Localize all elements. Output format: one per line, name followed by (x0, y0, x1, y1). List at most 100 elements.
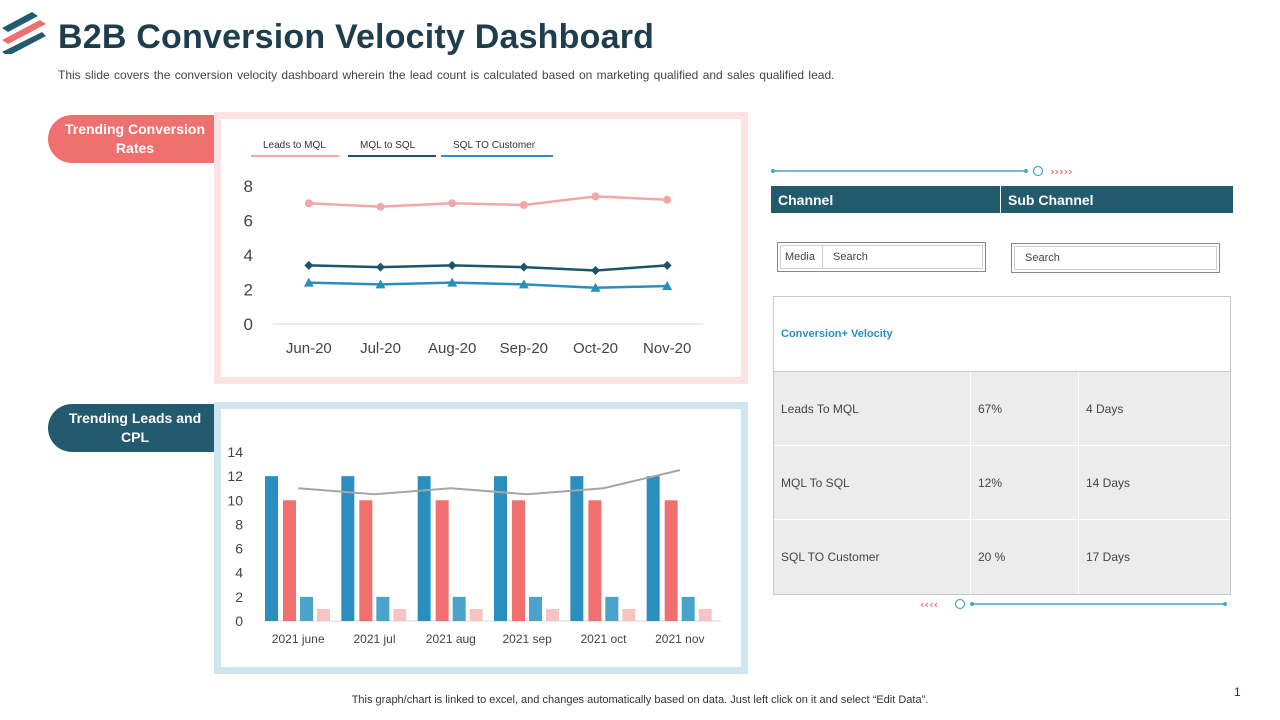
channel-search-input[interactable]: Search (833, 251, 868, 263)
trend-line (298, 469, 681, 496)
legend-label: MQL to SQL (360, 140, 416, 151)
bar (283, 500, 296, 621)
x-tick-label: 2021 nov (655, 632, 704, 646)
x-tick-label: 2021 sep (502, 632, 552, 646)
velocity-table-title: Conversion+ Velocity (774, 297, 1230, 372)
data-point (518, 279, 529, 289)
channel-filter-label: Media (781, 246, 823, 268)
bar (435, 500, 449, 621)
y-tick-label: 2 (244, 281, 253, 300)
bar (359, 500, 373, 621)
percent-cell: 20 % (971, 520, 1079, 594)
bar (417, 476, 431, 621)
x-tick-label: Jun-20 (286, 340, 332, 357)
bar (570, 476, 584, 621)
y-tick-label: 8 (235, 516, 243, 532)
bar (376, 596, 390, 621)
data-point (662, 281, 673, 291)
channel-filter[interactable]: Media Search (777, 242, 986, 272)
y-tick-label: 0 (244, 315, 253, 334)
x-tick-label: Jul-20 (360, 340, 401, 357)
stage-cell: Leads To MQL (774, 372, 971, 445)
bar (265, 476, 278, 621)
data-point (375, 279, 386, 289)
y-tick-label: 6 (235, 541, 243, 557)
data-point (591, 192, 600, 201)
y-tick-label: 6 (244, 212, 253, 231)
data-point (662, 260, 672, 270)
x-tick-label: 2021 jul (353, 632, 395, 646)
data-point (304, 260, 314, 270)
y-tick-label: 12 (227, 468, 243, 484)
footer-note: This graph/chart is linked to excel, and… (0, 694, 1280, 706)
data-point (303, 277, 314, 287)
x-tick-label: 2021 oct (580, 632, 627, 646)
conversion-velocity-table: Conversion+ Velocity Leads To MQL 67% 4 … (773, 296, 1231, 595)
bar (512, 500, 525, 621)
bar (393, 608, 407, 621)
y-tick-label: 4 (235, 565, 243, 581)
svg-text:‹‹‹‹: ‹‹‹‹ (920, 598, 938, 611)
legend-label: Leads to MQL (263, 140, 326, 151)
channel-column-header: Channel (771, 186, 1001, 213)
data-point (448, 199, 457, 208)
data-point (376, 202, 385, 211)
bar (317, 608, 330, 621)
sub-channel-column-header: Sub Channel (1008, 191, 1094, 208)
bar (452, 596, 466, 621)
y-tick-label: 14 (227, 444, 243, 460)
percent-cell: 12% (971, 446, 1079, 519)
x-tick-label: 2021 june (272, 632, 325, 646)
bar (605, 596, 619, 621)
bar (300, 596, 313, 621)
y-tick-label: 10 (227, 492, 243, 508)
y-tick-label: 4 (244, 246, 253, 265)
bar (646, 476, 660, 621)
x-tick-label: Nov-20 (643, 340, 691, 357)
series-line (308, 264, 668, 272)
percent-cell: 67% (971, 372, 1079, 445)
sub-channel-filter[interactable]: Search (1011, 243, 1220, 273)
channel-table-header: Channel Sub Channel (771, 186, 1233, 213)
table-row: Leads To MQL 67% 4 Days (774, 372, 1230, 446)
stage-cell: MQL To SQL (774, 446, 971, 519)
bar (588, 500, 602, 621)
x-tick-label: 2021 aug (426, 632, 476, 646)
page-number: 1 (1234, 685, 1241, 699)
bar (494, 476, 507, 621)
x-tick-label: Oct-20 (573, 340, 618, 357)
days-cell: 4 Days (1086, 401, 1124, 416)
table-row: MQL To SQL 12% 14 Days (774, 446, 1230, 520)
data-point (304, 199, 313, 208)
section-label-leads: Trending Leads and CPL (48, 404, 216, 452)
days-cell: 14 Days (1086, 475, 1131, 490)
data-point (447, 260, 457, 270)
conversion-line-chart[interactable]: Leads to MQL MQL to SQL SQL TO Customer 0 2 4… (221, 119, 741, 377)
bottom-divider-decoration: ‹‹‹‹ (920, 598, 1227, 611)
table-row: SQL TO Customer 20 % 17 Days (774, 520, 1230, 594)
x-tick-label: Aug-20 (428, 340, 476, 357)
section-label-conversion: Trending Conversion Rates (48, 115, 216, 163)
x-tick-label: Sep-20 (500, 340, 548, 357)
bar (664, 500, 678, 621)
bar (622, 608, 636, 621)
bar (546, 608, 559, 621)
bar (469, 608, 483, 621)
footer-note-text: This graph/chart is linked to excel, and… (351, 694, 929, 706)
data-point (663, 195, 672, 204)
leads-chart-panel[interactable]: 0 2 4 6 8 10 12 14 2021 june 2021 jul 2021 aug 2021… (214, 402, 748, 674)
leads-bar-chart[interactable]: 0 2 4 6 8 10 12 14 2021 june 2021 jul 2021 aug 2021… (221, 409, 741, 667)
series-line (308, 281, 668, 290)
sub-channel-search-input[interactable]: Search (1025, 252, 1060, 264)
data-point (519, 262, 529, 272)
data-point (447, 277, 458, 287)
y-tick-label: 0 (235, 613, 243, 629)
data-point (376, 262, 385, 272)
legend-label: SQL TO Customer (453, 140, 536, 151)
brand-logo-icon (2, 12, 46, 54)
y-tick-label: 8 (244, 177, 253, 196)
top-divider-decoration: ››››› (771, 165, 1073, 178)
data-point (519, 200, 528, 209)
conversion-chart-panel[interactable]: Leads to MQL MQL to SQL SQL TO Customer 0 2 4… (214, 112, 748, 384)
